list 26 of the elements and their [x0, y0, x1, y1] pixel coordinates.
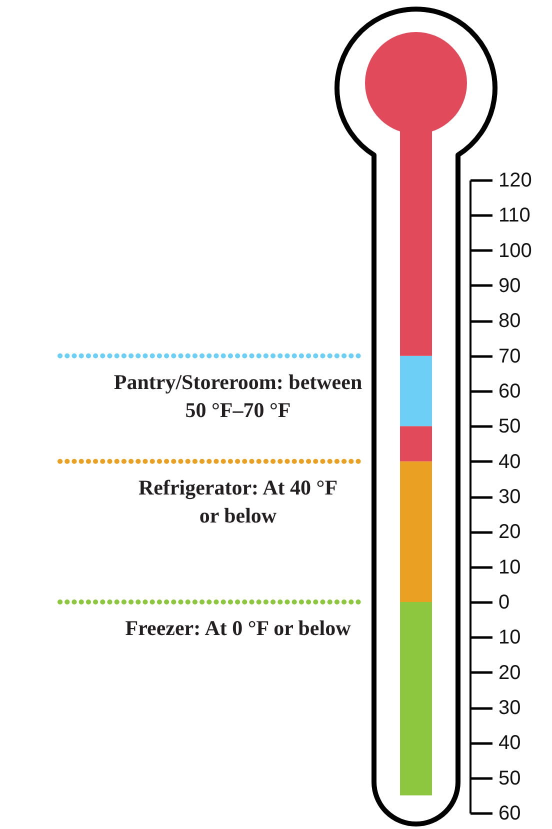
y-tick-label: 0: [498, 592, 510, 614]
y-tick-label: 90: [498, 275, 521, 297]
text: Refrigerator: At 40 °F or below: [138, 475, 338, 528]
y-tick-label: 40: [498, 450, 521, 473]
y-tick-label: 80: [498, 310, 521, 332]
y-tick-label: 110: [498, 204, 530, 227]
y-tick-label: 50: [498, 416, 521, 438]
y-tick-label: 40: [498, 732, 521, 754]
y-tick-label: 10: [498, 556, 521, 578]
bar: [400, 461, 432, 602]
bar: [400, 426, 432, 462]
bar: [400, 356, 432, 426]
y-tick-label: 100: [498, 240, 532, 262]
y-tick-label: 30: [498, 486, 521, 508]
y-tick-label: 20: [498, 662, 521, 684]
text: Freezer: At 0 °F or below: [125, 616, 352, 640]
bar: [400, 602, 432, 796]
series-label: Pantry/Storeroom: between 50 °F–70 °F: [114, 370, 362, 422]
y-tick-label: 60: [498, 380, 521, 402]
y-tick-label: 120: [498, 170, 532, 192]
y-tick-label: 20: [498, 521, 521, 544]
y-tick-label: 10: [498, 626, 521, 649]
y-tick-label: 50: [498, 767, 521, 790]
y-tick-label: 70: [498, 345, 521, 368]
y-tick-label: 30: [498, 697, 521, 719]
y-tick-label: 60: [498, 802, 521, 824]
